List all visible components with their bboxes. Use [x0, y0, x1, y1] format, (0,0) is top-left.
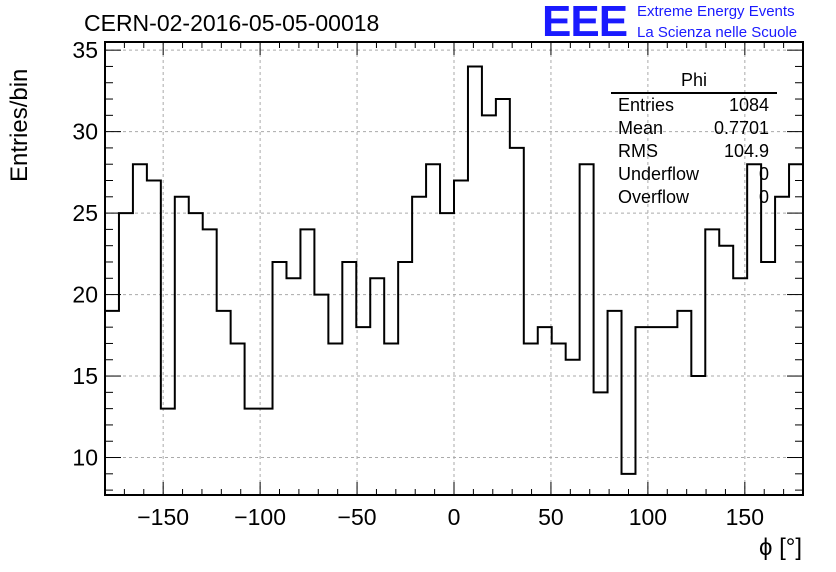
- stats-row-mean: Mean 0.7701: [611, 117, 777, 140]
- x-tick-label: −50: [338, 504, 377, 530]
- logo-caption-line1: Extreme Energy Events: [637, 3, 795, 20]
- y-tick-label: 10: [72, 445, 98, 471]
- stats-label: Overflow: [618, 187, 690, 207]
- logo-caption-line2: La Scienza nelle Scuole: [637, 24, 798, 41]
- stats-row-underflow: Underflow 0: [611, 163, 777, 186]
- stats-value: 104.9: [723, 141, 769, 161]
- x-tick-label: 100: [629, 504, 667, 530]
- y-tick-label: 25: [72, 200, 98, 226]
- stats-box-name: Phi: [680, 70, 707, 90]
- stats-value: 0: [758, 187, 769, 207]
- stats-row-rms: RMS 104.9: [611, 140, 777, 163]
- axis-ticks: [104, 42, 804, 495]
- stats-value: 0.7701: [713, 118, 769, 138]
- x-tick-label: −100: [234, 504, 286, 530]
- stats-value: 0: [758, 164, 769, 184]
- stats-row-overflow: Overflow 0: [611, 186, 777, 209]
- stats-box: Phi Entries 1084 Mean 0.7701 RMS 104.9 U…: [611, 70, 777, 209]
- y-axis-label: Entries/bin: [6, 68, 33, 182]
- stats-divider: [611, 92, 777, 94]
- stats-label: Mean: [618, 118, 664, 138]
- stats-label: Entries: [618, 95, 675, 115]
- plot-title: CERN-02-2016-05-05-00018: [84, 10, 380, 36]
- x-tick-label: 50: [538, 504, 564, 530]
- y-tick-label: 20: [72, 282, 98, 308]
- stats-value: 1084: [728, 95, 769, 115]
- eee-logo: EEE: [542, 0, 628, 46]
- x-tick-label: −150: [137, 504, 189, 530]
- axis-tick-labels: −150 −100 −50 0 50 100 150 10 15 20 25 30 35: [72, 37, 764, 530]
- y-tick-label: 30: [72, 119, 98, 145]
- y-tick-label: 35: [72, 37, 98, 63]
- histogram-step-line: [105, 65, 803, 475]
- x-tick-label: 150: [726, 504, 764, 530]
- x-axis-label: ϕ [°]: [758, 534, 802, 561]
- stats-label: Underflow: [618, 164, 700, 184]
- x-tick-label: 0: [448, 504, 461, 530]
- stats-row-entries: Entries 1084: [611, 94, 777, 117]
- y-tick-label: 15: [72, 363, 98, 389]
- stats-label: RMS: [618, 141, 658, 161]
